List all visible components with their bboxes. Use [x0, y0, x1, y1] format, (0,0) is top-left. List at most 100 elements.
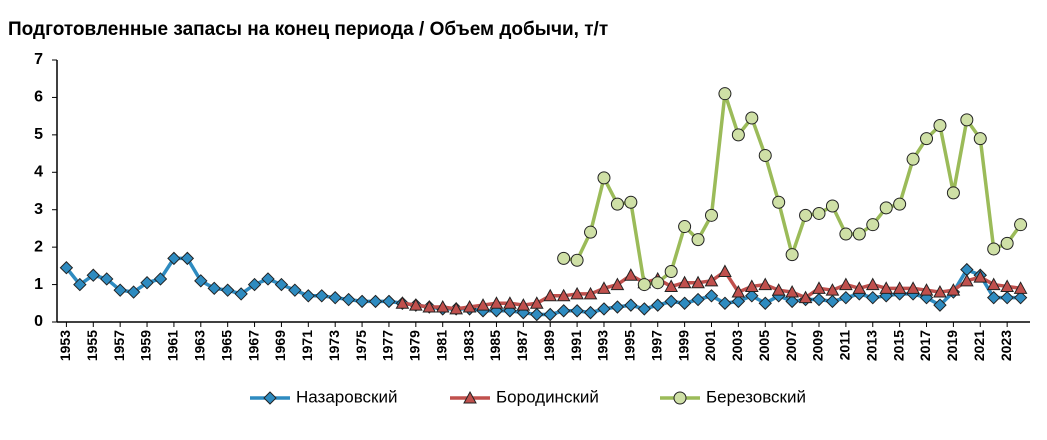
point — [301, 289, 316, 303]
point — [744, 279, 759, 292]
x-tick-label: 1995 — [622, 330, 638, 361]
chart-title: Подготовленные запасы на конец периода /… — [8, 19, 608, 40]
point — [973, 132, 987, 146]
point — [799, 208, 813, 222]
point — [866, 218, 880, 232]
point — [879, 281, 894, 294]
point — [664, 264, 678, 278]
point — [651, 276, 665, 290]
point — [986, 277, 1001, 291]
y-tick-label: 6 — [34, 89, 43, 106]
point — [718, 87, 732, 101]
point — [610, 277, 625, 291]
point — [449, 301, 463, 315]
point — [933, 298, 947, 312]
point — [731, 294, 746, 309]
point — [59, 261, 74, 275]
point — [785, 248, 799, 262]
x-tick-label: 1965 — [218, 330, 234, 361]
point — [893, 197, 907, 211]
point — [704, 208, 718, 222]
point — [328, 290, 342, 305]
x-tick-label: 1981 — [433, 330, 449, 361]
point — [906, 281, 920, 294]
point — [584, 225, 598, 239]
point — [1014, 218, 1028, 232]
point — [812, 292, 826, 307]
point — [73, 277, 87, 292]
series — [395, 264, 1028, 315]
point — [758, 148, 772, 162]
point — [583, 305, 598, 320]
point — [624, 268, 638, 281]
point — [341, 292, 356, 307]
x-tick-label: 2023 — [998, 330, 1014, 361]
x-tick-label: 1993 — [595, 330, 611, 361]
point — [785, 285, 799, 298]
point — [772, 195, 786, 209]
point — [825, 199, 839, 213]
legend-marker — [263, 391, 277, 405]
point — [503, 296, 517, 309]
legend-marker — [673, 391, 687, 405]
point — [973, 270, 988, 283]
point — [892, 281, 907, 294]
x-tick-label: 1961 — [165, 330, 181, 361]
y-tick-label: 3 — [34, 201, 43, 218]
x-tick-label: 1979 — [407, 330, 423, 361]
series — [557, 87, 1028, 292]
point — [866, 290, 880, 305]
point — [167, 251, 181, 266]
x-tick-label: 1971 — [299, 330, 315, 361]
point — [355, 294, 369, 309]
legend-label: Бородинский — [496, 387, 599, 406]
x-tick-label: 1991 — [568, 330, 584, 361]
point — [530, 307, 544, 322]
x-tick-label: 2013 — [863, 330, 879, 361]
x-tick-label: 2021 — [971, 330, 987, 361]
point — [946, 283, 961, 296]
point — [315, 289, 329, 303]
legend-item: Березовский — [660, 387, 806, 406]
point — [946, 186, 960, 200]
point — [704, 273, 719, 287]
x-tick-label: 2019 — [944, 330, 960, 361]
point — [812, 281, 826, 294]
point — [919, 283, 934, 296]
y-tick-label: 5 — [34, 126, 43, 143]
point — [664, 279, 679, 292]
x-tick-label: 2017 — [917, 330, 933, 361]
point — [529, 296, 544, 309]
point — [1000, 236, 1014, 250]
x-tick-label: 1987 — [514, 330, 530, 361]
point — [597, 281, 611, 294]
point — [852, 227, 866, 241]
point — [691, 233, 705, 247]
point — [839, 277, 853, 291]
point — [678, 220, 692, 234]
point — [113, 283, 127, 297]
point — [758, 296, 772, 310]
point — [677, 275, 692, 289]
legend-label: Березовский — [706, 387, 806, 406]
point — [382, 294, 396, 309]
point — [718, 264, 732, 277]
point — [100, 272, 114, 286]
y-tick-label: 0 — [34, 313, 43, 330]
x-tick-label: 2003 — [729, 330, 745, 361]
point — [207, 281, 221, 296]
point — [825, 283, 840, 296]
point — [543, 288, 558, 302]
point — [180, 251, 195, 266]
point — [247, 277, 262, 292]
point — [261, 272, 275, 286]
point — [704, 289, 719, 303]
point — [194, 274, 208, 288]
x-tick-label: 1975 — [353, 330, 369, 361]
point — [597, 171, 611, 185]
x-tick-label: 1953 — [57, 330, 73, 361]
point — [812, 206, 826, 220]
point — [234, 287, 248, 301]
y-tick-label: 2 — [34, 238, 43, 255]
